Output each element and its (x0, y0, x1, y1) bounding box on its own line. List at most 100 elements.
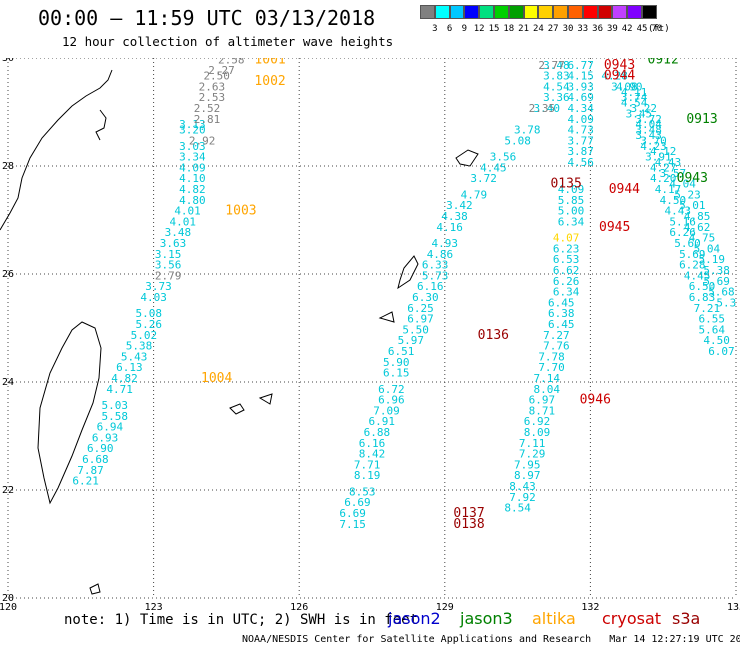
wave-height-value: 5.38 (126, 340, 153, 353)
wave-height-value: 5.69 (679, 248, 706, 261)
scale-swatch (420, 5, 435, 19)
wave-height-value: 3.57 (660, 167, 687, 180)
wave-height-value: 4.28 (601, 70, 628, 83)
wave-height-value: 4.16 (436, 221, 463, 234)
credit-line: NOAA/NESDIS Center for Satellite Applica… (242, 634, 740, 645)
scale-level-label: 12 (473, 24, 485, 34)
wave-height-value: 6.91 (368, 415, 395, 428)
wave-height-value: 4.50 (660, 194, 687, 207)
wave-height-value: 3.36 (543, 91, 570, 104)
scale-swatch (568, 5, 583, 19)
wave-height-value: 2.81 (194, 113, 221, 126)
wave-height-value: 2.79 (155, 269, 182, 282)
wave-height-value: 7.87 (77, 464, 104, 477)
wave-height-value: 5.02 (131, 329, 158, 342)
scale-swatch (553, 5, 568, 19)
scale-level-label: 30 (562, 24, 574, 34)
wave-height-value: 8.19 (354, 469, 381, 482)
wave-height-value: 6.16 (417, 280, 444, 293)
wave-height-value: 6.94 (97, 421, 124, 434)
wave-height-value: 4.50 (703, 334, 730, 347)
wave-height-value: 3.08 (611, 80, 638, 93)
pass-time-label: 0943 (677, 171, 708, 186)
wave-height-value: 6.45 (548, 296, 575, 309)
scale-swatch (494, 5, 509, 19)
scale-swatch (627, 5, 642, 19)
wave-height-value: 6.69 (344, 496, 371, 509)
wave-height-value: 7.70 (538, 361, 565, 374)
x-tick-label: 135 (727, 602, 740, 610)
scale-swatch (508, 5, 524, 19)
wave-height-value: 3.91 (645, 151, 672, 164)
wave-height-value: 6.21 (72, 475, 99, 488)
wave-height-value: 8.54 (504, 502, 531, 515)
wave-height-value: 4.62 (684, 221, 711, 234)
wave-height-value: 3.93 (567, 80, 594, 93)
satellite-s3a: s3a (672, 609, 701, 628)
wave-height-value: 4.20 (650, 172, 677, 185)
x-tick-label: 129 (436, 602, 454, 610)
wave-height-value: 3.45 (626, 107, 653, 120)
wave-height-value: 4.09 (179, 161, 206, 174)
scale-unit-label: (ft) (647, 24, 670, 34)
wave-height-value: 8.09 (524, 426, 551, 439)
wave-height-value: 7.09 (373, 404, 400, 417)
wave-height-value: 7.15 (339, 518, 366, 531)
wave-height-value: 3.48 (543, 59, 570, 72)
wave-height-value: 3.13 (179, 118, 206, 131)
wave-height-value: 5.23 (674, 188, 701, 201)
pass-time-label: 0138 (453, 517, 484, 532)
wave-height-value: 6.16 (359, 437, 386, 450)
wave-height-value: 4.54 (621, 97, 648, 110)
wave-height-value: 4.85 (684, 210, 711, 223)
wave-height-value: 8.04 (533, 383, 560, 396)
wave-height-value: 6.93 (92, 431, 119, 444)
wave-height-value: 6.96 (378, 394, 405, 407)
pass-time-label: 0945 (599, 220, 630, 235)
wave-height-value: 4.82 (179, 183, 206, 196)
footer-note: note: 1) Time is in UTC; 2) SWH is in fe… (64, 612, 419, 628)
wave-height-value: 7.27 (543, 329, 570, 342)
pass-time-label: 0136 (478, 328, 509, 343)
wave-height-value: 5.03 (102, 399, 129, 412)
x-tick-label: 126 (290, 602, 308, 610)
scale-swatch (479, 5, 494, 19)
wave-height-value: 4.07 (553, 232, 580, 245)
pass-time-label: 1001 (254, 58, 285, 67)
wave-height-value: 4.90 (616, 80, 643, 93)
wave-height-value: 5.16 (669, 215, 696, 228)
wave-height-value: 6.34 (553, 286, 580, 299)
wave-height-value: 6.34 (558, 215, 585, 228)
wave-height-value: 5.3 (716, 296, 736, 309)
chart-subtitle: 12 hour collection of altimeter wave hei… (62, 34, 394, 49)
satellite-jason3: jason3 (460, 609, 513, 628)
wave-height-value: 6.68 (82, 453, 109, 466)
wave-height-value: 4.82 (111, 372, 138, 385)
wave-height-value: 6.15 (383, 367, 410, 380)
wave-height-value: 3.20 (179, 124, 206, 137)
wave-height-value: 7.76 (543, 340, 570, 353)
scale-swatch (597, 5, 613, 19)
wave-height-value: 5.01 (679, 199, 706, 212)
wave-height-value: 3.48 (165, 226, 192, 239)
wave-height-value: 5.73 (422, 269, 449, 282)
wave-height-value: 4.01 (174, 205, 201, 218)
wave-height-value: 5.58 (102, 410, 129, 423)
wave-height-value: 3.74 (621, 91, 648, 104)
wave-height-value: 6.62 (553, 264, 580, 277)
wave-height-value: 6.53 (553, 253, 580, 266)
wave-height-value: 4.43 (665, 205, 692, 218)
chart-title: 00:00 – 11:59 UTC 03/13/2018 (38, 6, 376, 30)
wave-height-value: 3.22 (631, 102, 658, 115)
wave-height-value: 6.33 (422, 259, 449, 272)
wave-height-value: 3.77 (567, 134, 594, 147)
wave-height-value: 4.03 (140, 291, 167, 304)
pass-time-label: 0912 (648, 58, 679, 67)
wave-height-value: 5.60 (674, 237, 701, 250)
wave-height-value: 6.77 (567, 59, 594, 72)
wave-height-value: 6.50 (689, 280, 716, 293)
wave-height-value: 6.13 (116, 361, 143, 374)
x-tick-label: 132 (581, 602, 599, 610)
scale-level-label: 15 (488, 24, 500, 34)
wave-height-value: 2.35 (529, 102, 556, 115)
